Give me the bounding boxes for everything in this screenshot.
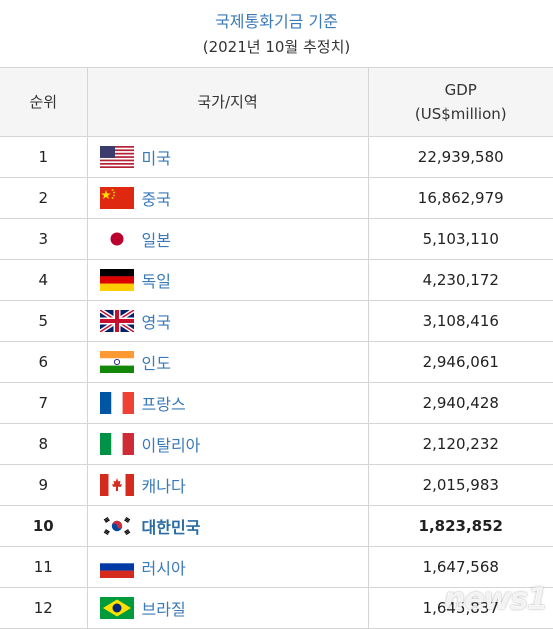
table-row: 2 중국 16,862,979 [0,177,553,219]
country-link[interactable]: 브라질 [141,600,186,619]
gdp-cell: 5,103,110 [368,218,553,260]
rank-cell: 5 [0,300,88,342]
gdp-cell: 1,823,852 [368,505,553,547]
table-header-row: 순위 국가/지역 GDP (US$million) [0,67,553,137]
country-cell: 러시아 [87,546,369,588]
gdp-cell: 2,120,232 [368,423,553,465]
canada-flag-icon [99,474,134,496]
country-link[interactable]: 인도 [141,354,171,373]
france-flag-icon [99,392,134,414]
gdp-cell: 16,862,979 [368,177,553,219]
country-cell: 중국 [87,177,369,219]
country-link[interactable]: 캐나다 [141,477,186,496]
table-row: 3 일본 5,103,110 [0,218,553,260]
country-cell: 독일 [87,259,369,301]
news1-watermark-logo: news1 [443,582,548,617]
korea-flag-icon [99,515,134,537]
india-flag-icon [99,351,134,373]
table-row: 1 미국 22,939,580 [0,136,553,178]
country-link[interactable]: 프랑스 [141,395,186,414]
country-link[interactable]: 러시아 [141,559,186,578]
country-cell: 일본 [87,218,369,260]
caption-subtitle: (2021년 10월 추정치) [202,38,351,56]
country-link[interactable]: 영국 [141,313,171,332]
uk-flag-icon [99,310,134,332]
country-cell: 대한민국 [87,505,369,547]
russia-flag-icon [99,556,134,578]
country-cell: 브라질 [87,587,369,629]
rank-cell: 7 [0,382,88,424]
rank-cell: 10 [0,505,88,547]
country-cell: 프랑스 [87,382,369,424]
rank-cell: 11 [0,546,88,588]
gdp-cell: 2,015,983 [368,464,553,506]
country-link[interactable]: 미국 [141,149,171,168]
header-gdp-unit: (US$million) [414,105,507,123]
rank-cell: 2 [0,177,88,219]
italy-flag-icon [99,433,134,455]
country-link[interactable]: 이탈리아 [141,436,201,455]
gdp-cell: 2,946,061 [368,341,553,383]
country-link[interactable]: 일본 [141,231,171,250]
rank-cell: 9 [0,464,88,506]
country-link[interactable]: 중국 [141,190,171,209]
country-cell: 캐나다 [87,464,369,506]
brazil-flag-icon [99,597,134,619]
table-row: 10 대한민국 1,823,852 [0,505,553,547]
header-country: 국가/지역 [87,67,369,137]
gdp-ranking-table: 순위 국가/지역 GDP (US$million) 1 미국 22,939,580 2… [0,67,553,629]
caption-source: 국제통화기금 기준 [215,12,338,31]
gdp-cell: 4,230,172 [368,259,553,301]
gdp-cell: 3,108,416 [368,300,553,342]
country-link[interactable]: 대한민국 [141,518,201,537]
table-row: 11 러시아 1,647,568 [0,546,553,588]
us-flag-icon [99,146,134,168]
country-link[interactable]: 독일 [141,272,171,291]
rank-cell: 6 [0,341,88,383]
table-row: 8 이탈리아 2,120,232 [0,423,553,465]
gdp-cell: 22,939,580 [368,136,553,178]
table-row: 6 인도 2,946,061 [0,341,553,383]
rank-cell: 3 [0,218,88,260]
germany-flag-icon [99,269,134,291]
table-row: 5 영국 3,108,416 [0,300,553,342]
table-row: 7 프랑스 2,940,428 [0,382,553,424]
rank-cell: 12 [0,587,88,629]
header-gdp: GDP (US$million) [368,67,553,137]
country-cell: 영국 [87,300,369,342]
country-cell: 미국 [87,136,369,178]
country-cell: 이탈리아 [87,423,369,465]
rank-cell: 4 [0,259,88,301]
rank-cell: 8 [0,423,88,465]
japan-flag-icon [99,228,134,250]
rank-cell: 1 [0,136,88,178]
table-row: 4 독일 4,230,172 [0,259,553,301]
gdp-cell: 1,647,568 [368,546,553,588]
gdp-cell: 2,940,428 [368,382,553,424]
country-cell: 인도 [87,341,369,383]
table-caption: 국제통화기금 기준 (2021년 10월 추정치) [0,0,553,67]
table-row: 9 캐나다 2,015,983 [0,464,553,506]
header-rank: 순위 [0,67,88,137]
header-gdp-title: GDP [444,81,477,99]
china-flag-icon [99,187,134,209]
